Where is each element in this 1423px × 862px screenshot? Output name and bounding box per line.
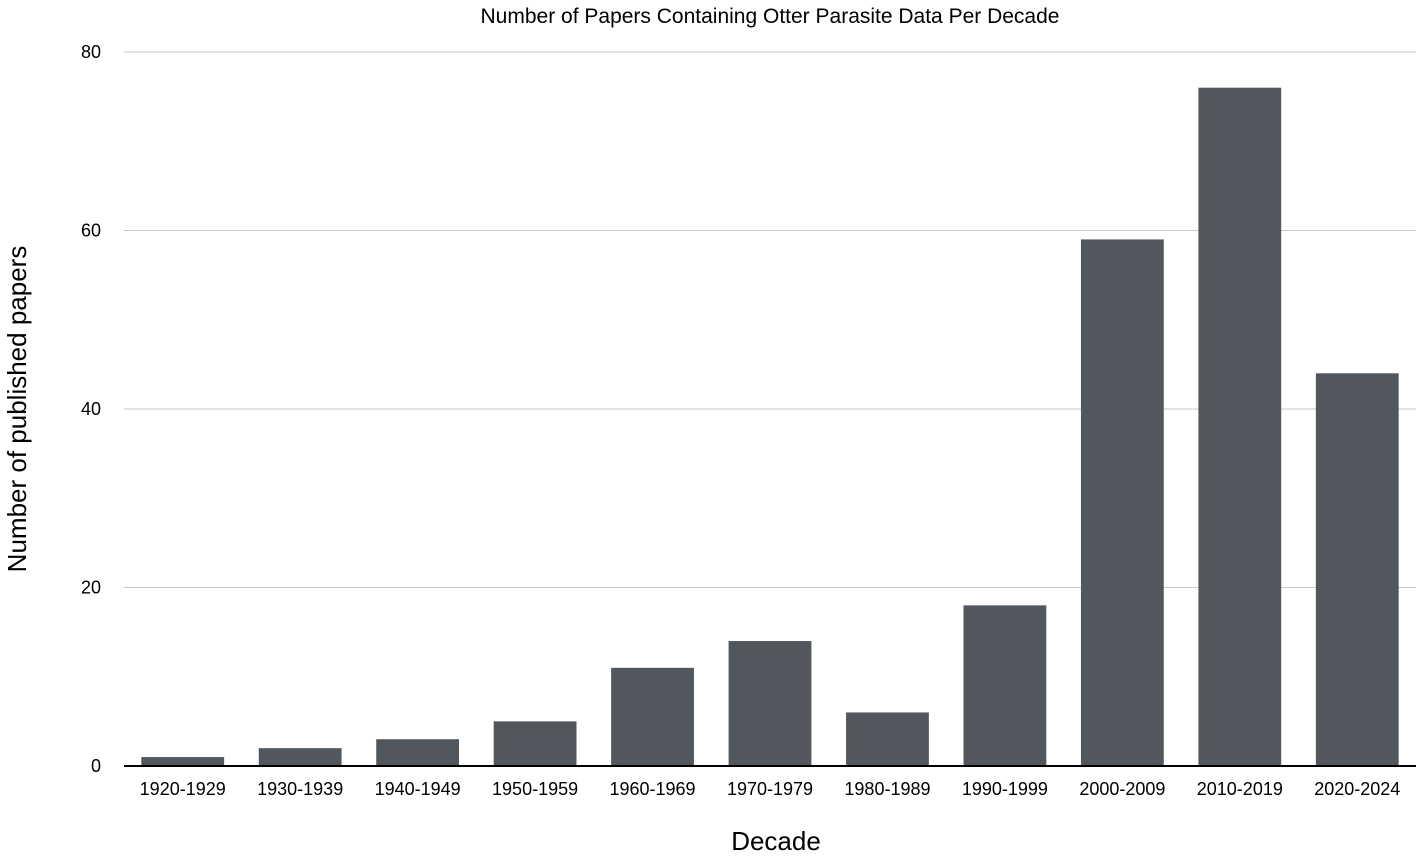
bar: [258, 748, 342, 766]
bar: [846, 712, 929, 766]
y-tick-label: 0: [91, 756, 101, 776]
bar: [963, 605, 1047, 766]
x-tick-label: 1990-1999: [962, 779, 1048, 799]
y-tick-label: 80: [81, 42, 101, 62]
x-tick-label: 1950-1959: [492, 779, 578, 799]
y-axis-ticks: 0 20 40 60 80: [81, 42, 101, 776]
bar: [141, 757, 225, 766]
y-tick-label: 40: [81, 399, 101, 419]
x-tick-label: 1980-1989: [844, 779, 930, 799]
bar: [1198, 87, 1282, 766]
y-tick-label: 20: [81, 578, 101, 598]
x-tick-label: 2020-2024: [1314, 779, 1400, 799]
bar: [1315, 373, 1399, 766]
bar: [611, 667, 694, 766]
x-tick-label: 1960-1969: [609, 779, 695, 799]
y-axis-title: Number of published papers: [2, 246, 32, 573]
bar: [376, 739, 460, 766]
x-tick-label: 1930-1939: [257, 779, 343, 799]
x-tick-label: 1970-1979: [727, 779, 813, 799]
chart-title: Number of Papers Containing Otter Parasi…: [481, 5, 1060, 28]
x-axis-ticks: 1920-1929 1930-1939 1940-1949 1950-1959 1960…: [140, 779, 1401, 799]
bar: [493, 721, 577, 766]
x-tick-label: 2000-2009: [1079, 779, 1165, 799]
x-tick-label: 1920-1929: [140, 779, 226, 799]
x-tick-label: 1940-1949: [375, 779, 461, 799]
bars: [141, 87, 1399, 767]
x-tick-label: 2010-2019: [1197, 779, 1283, 799]
bar: [728, 641, 812, 766]
bar: [1080, 239, 1164, 767]
x-axis-title: Decade: [731, 826, 821, 856]
y-tick-label: 60: [81, 221, 101, 241]
